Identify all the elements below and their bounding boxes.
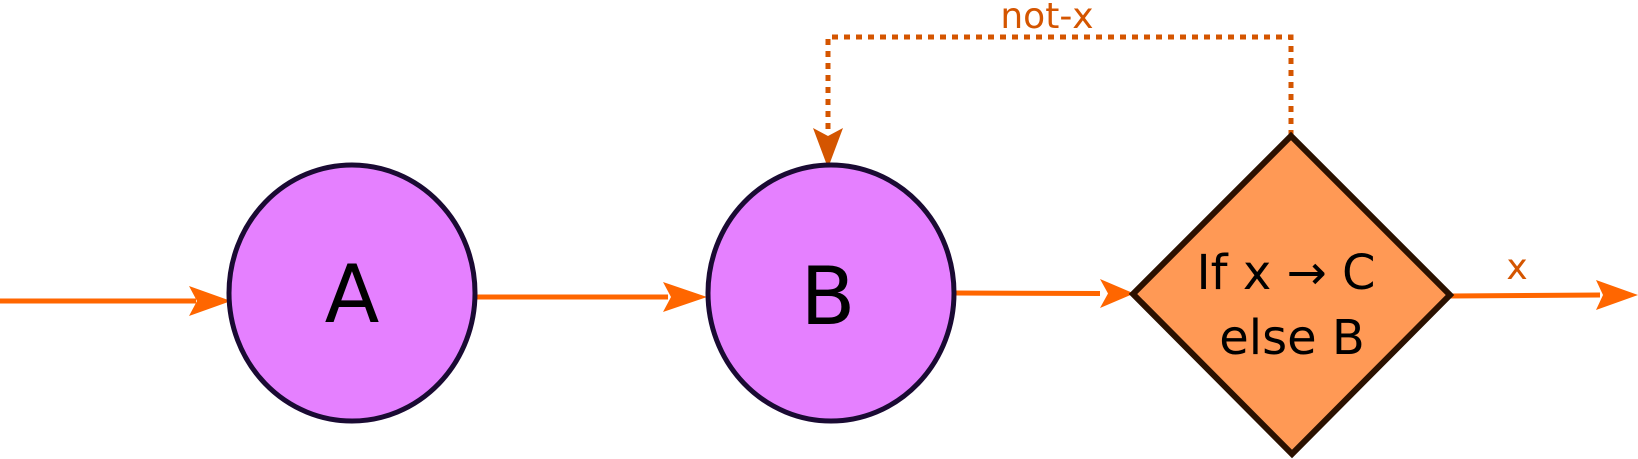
edge-decision-exit-line xyxy=(1449,292,1601,299)
node-b-circle xyxy=(705,162,957,424)
edge-entry-to-a-arrowhead xyxy=(189,286,231,316)
node-a-label: A xyxy=(325,248,380,341)
edge-decision-exit-label: x xyxy=(1506,247,1527,288)
edge-decision-to-b-loop-line xyxy=(825,34,1294,136)
node-b: B xyxy=(705,162,957,424)
edge-b-to-decision-line xyxy=(953,290,1101,296)
node-a-circle xyxy=(226,162,478,424)
edge-a-to-b-arrowhead xyxy=(663,282,707,312)
node-decision-line2: else B xyxy=(1219,310,1365,366)
node-decision-line1: If x → C xyxy=(1197,245,1376,301)
edge-decision-exit: x xyxy=(1449,247,1638,310)
edge-decision-to-b-loop: not-x xyxy=(813,0,1294,168)
node-b-label: B xyxy=(801,250,856,343)
edge-b-to-decision xyxy=(953,279,1134,308)
edge-decision-exit-arrowhead xyxy=(1596,280,1638,310)
node-decision-diamond xyxy=(1128,131,1455,459)
edge-b-to-decision-arrowhead xyxy=(1100,279,1134,308)
edge-decision-to-b-loop-arrowhead xyxy=(813,128,843,168)
node-a: A xyxy=(226,162,478,424)
edge-a-to-b xyxy=(474,282,707,312)
edge-decision-to-b-loop-label: not-x xyxy=(1000,0,1093,37)
node-decision: If x → C else B xyxy=(1128,131,1455,459)
edge-entry-to-a xyxy=(0,286,231,316)
